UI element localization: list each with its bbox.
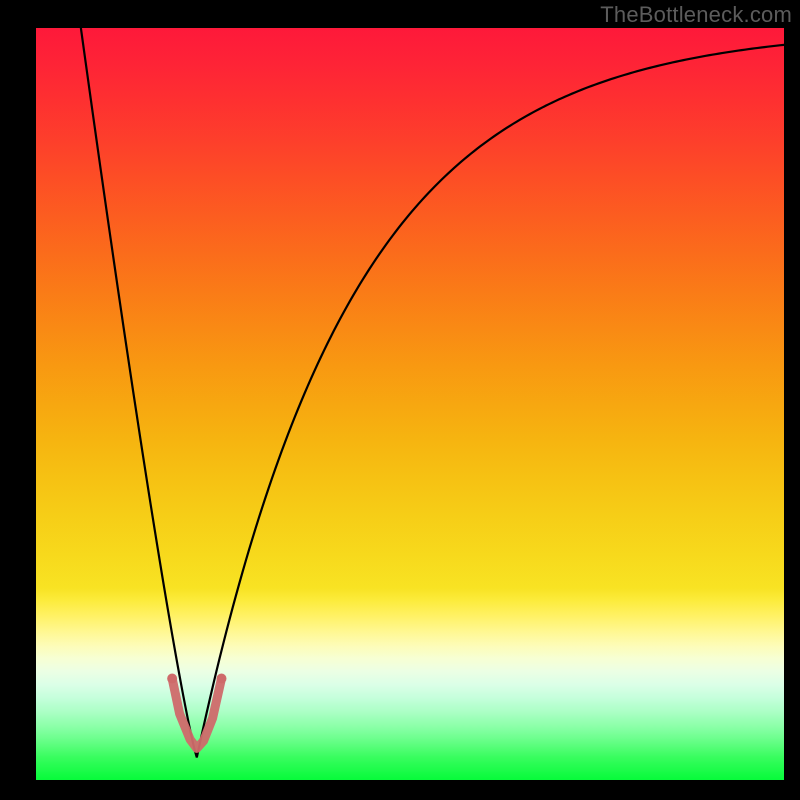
chart-container: TheBottleneck.com — [0, 0, 800, 800]
gradient-plot-canvas — [36, 28, 784, 780]
watermark-text: TheBottleneck.com — [600, 2, 792, 28]
